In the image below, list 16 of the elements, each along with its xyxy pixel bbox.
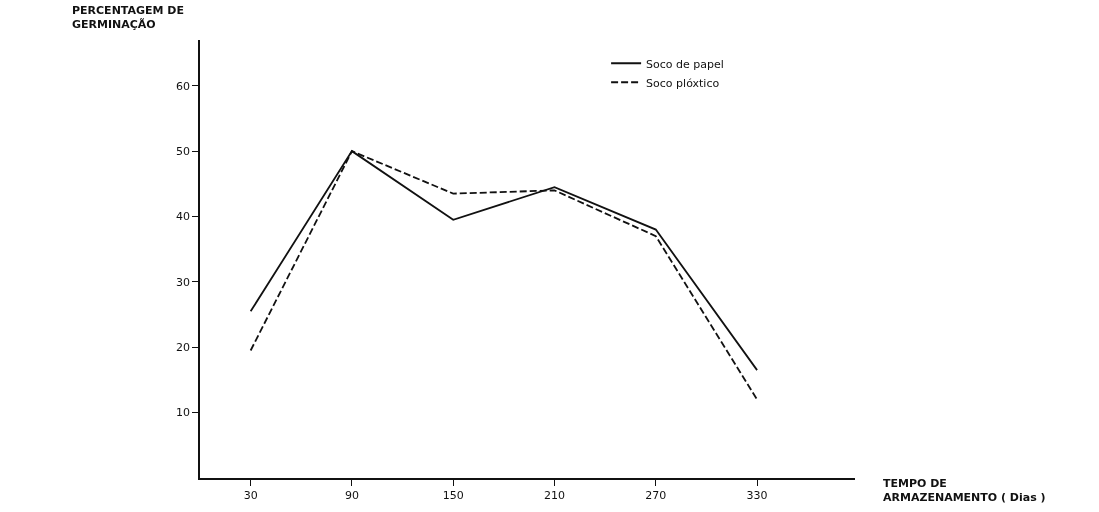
y-tick-label: 10: [176, 406, 191, 420]
y-tick-label: 60: [176, 79, 191, 93]
y-tick-label: 20: [176, 341, 191, 355]
x-tick-label: 210: [544, 488, 566, 502]
y-axis-title: PERCENTAGEM DE GERMINAÇÃO: [72, 4, 184, 32]
x-tick-label: 150: [442, 488, 464, 502]
x-tick-label: 330: [746, 488, 768, 502]
legend-label: Soco plóxtico: [646, 76, 720, 90]
y-tick-label: 30: [176, 275, 191, 289]
x-axis-title: TEMPO DE ARMAZENAMENTO ( Dias ): [883, 477, 1046, 505]
x-tick-label: 30: [243, 488, 258, 502]
y-tick-label: 40: [176, 210, 191, 224]
y-tick-label: 50: [176, 144, 191, 158]
x-tick-label: 90: [344, 488, 359, 502]
legend-label: Soco de papel: [646, 57, 724, 71]
x-tick-label: 270: [645, 488, 667, 502]
